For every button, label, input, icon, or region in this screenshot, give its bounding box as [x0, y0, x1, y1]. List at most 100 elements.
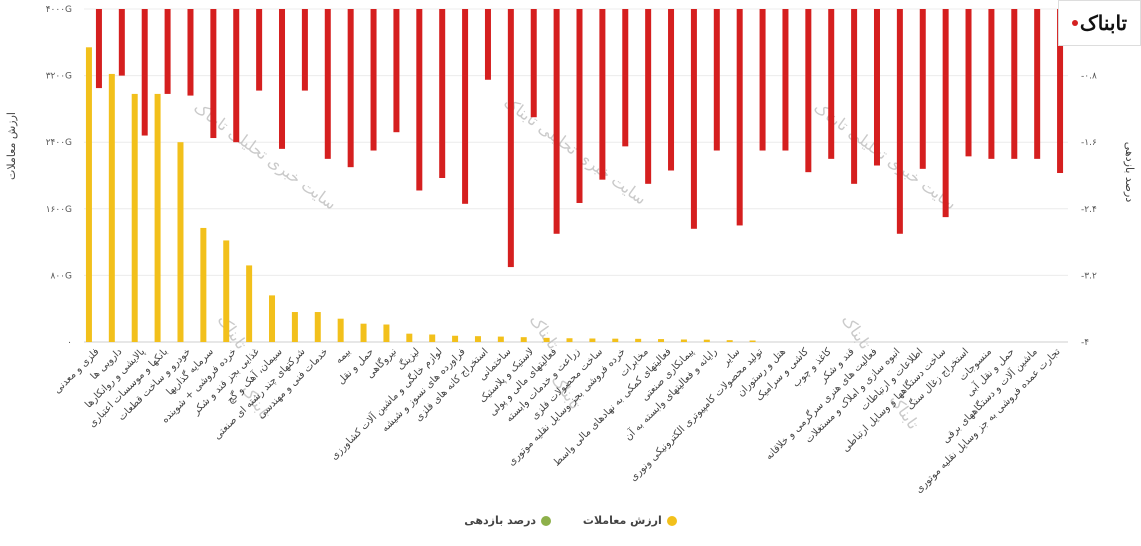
watermark-text: تابناک [214, 311, 251, 353]
return-bar [530, 9, 537, 118]
value-bar [635, 338, 642, 342]
y-right-tick-label: -۲.۴ [1081, 205, 1097, 215]
value-bar [154, 93, 161, 342]
legend-swatch-return [541, 515, 552, 526]
return-bar [828, 9, 835, 159]
value-bar [543, 337, 550, 342]
y-left-tick-label: ۴۰۰۰G [46, 5, 72, 15]
return-bar [164, 9, 171, 94]
value-bar [406, 333, 413, 342]
value-bar [497, 336, 504, 342]
y-left-tick-label: ۰ [67, 338, 72, 348]
return-bar [324, 9, 331, 159]
value-bar [177, 142, 184, 342]
value-bar [703, 339, 710, 342]
legend-label-value: ارزش معاملات [582, 514, 662, 527]
return-bar [439, 9, 446, 178]
watermark-text: تابناک [526, 311, 563, 353]
return-bar [95, 9, 102, 89]
return-bar [599, 9, 606, 180]
return-bar [1057, 9, 1064, 174]
axes-layer: ارزش معاملات درصد بازدهی ۰ ۸۰۰G ۱۶۰۰G ۲۴۰۰G… [5, 5, 1136, 348]
return-bar [782, 9, 789, 151]
value-bar [269, 295, 276, 342]
return-bar [713, 9, 720, 151]
brand-logo: تابناک [1058, 0, 1141, 46]
value-bar [520, 337, 527, 342]
value-bar [452, 335, 459, 342]
y-left-tick-label: ۱۶۰۰G [46, 205, 72, 215]
return-bar [484, 9, 491, 80]
value-bar [680, 339, 687, 342]
return-bar [736, 9, 743, 226]
return-bar [141, 9, 148, 136]
value-bar [291, 312, 298, 342]
return-bar [1034, 9, 1041, 159]
return-bar [553, 9, 560, 234]
value-bar [589, 338, 596, 342]
y-left-tick-label: ۳۲۰۰G [46, 72, 72, 82]
return-bar [622, 9, 629, 147]
value-bar [429, 334, 436, 342]
value-bar [131, 93, 138, 342]
return-bar [416, 9, 423, 191]
logo-dot-icon [1071, 20, 1078, 26]
legend-swatch-value [666, 515, 677, 526]
y-left-tick-label: ۲۴۰۰G [46, 138, 72, 148]
value-bar [85, 47, 92, 343]
legend-label-return: درصد بازدهی [464, 514, 537, 527]
return-bar [1011, 9, 1018, 159]
value-bar [749, 340, 756, 342]
return-bar [851, 9, 858, 184]
bars-layer [85, 9, 1064, 343]
value-bar [726, 340, 733, 342]
return-bar [690, 9, 697, 229]
value-bar [383, 324, 390, 342]
return-bar [988, 9, 995, 159]
value-bar [337, 318, 344, 342]
return-bar [370, 9, 377, 151]
y-right-tick-label: -۱.۶ [1081, 138, 1097, 148]
return-bar [805, 9, 812, 173]
return-bar [919, 9, 926, 169]
chart-legend: ارزش معاملات درصد بازدهی [0, 514, 1141, 529]
return-bar [668, 9, 675, 171]
value-bar [658, 339, 665, 342]
return-bar [393, 9, 400, 133]
return-bar [942, 9, 949, 218]
value-bar [566, 338, 573, 342]
value-bar [246, 265, 253, 342]
return-bar [507, 9, 514, 268]
return-bar [965, 9, 972, 157]
y-left-tick-label: ۸۰۰G [51, 271, 73, 281]
return-bar [462, 9, 469, 204]
y-axis-left-title: ارزش معاملات [5, 112, 18, 180]
return-bar [896, 9, 903, 234]
legend-item-return[interactable]: درصد بازدهی [464, 514, 552, 527]
return-bar [576, 9, 583, 203]
value-bar [474, 336, 481, 342]
y-right-tick-label: -۴ [1081, 338, 1089, 348]
return-bar [645, 9, 652, 184]
return-bar [279, 9, 286, 149]
value-bar [200, 227, 207, 342]
return-bar [233, 9, 240, 143]
value-bar [223, 240, 230, 342]
return-bar [759, 9, 766, 151]
return-bar [347, 9, 354, 168]
logo-text: تابناک [1079, 11, 1128, 35]
return-bar [187, 9, 194, 96]
y-right-tick-label: -۰.۸ [1081, 72, 1097, 82]
value-bar [314, 312, 321, 342]
return-bar [301, 9, 308, 91]
legend-item-value[interactable]: ارزش معاملات [583, 514, 677, 527]
value-bar [360, 323, 367, 342]
return-bar [256, 9, 263, 91]
y-right-tick-label: -۳.۲ [1081, 271, 1097, 281]
return-bar [210, 9, 217, 139]
return-bar [873, 9, 880, 166]
watermark-text: تابناک [838, 311, 875, 353]
value-bar [612, 338, 619, 342]
value-bar [108, 73, 115, 342]
